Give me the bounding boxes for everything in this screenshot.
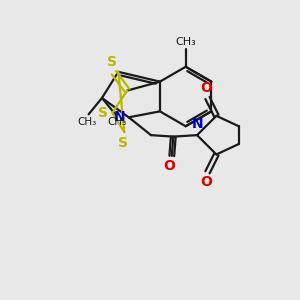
Text: CH₃: CH₃ (175, 38, 196, 47)
Text: O: O (200, 175, 212, 189)
Text: S: S (118, 136, 128, 150)
Text: N: N (191, 117, 203, 131)
Text: S: S (98, 106, 108, 120)
Text: O: O (163, 159, 175, 173)
Text: O: O (200, 81, 212, 95)
Text: CH₃: CH₃ (107, 117, 127, 127)
Text: CH₃: CH₃ (77, 117, 97, 127)
Text: N: N (114, 110, 126, 124)
Text: S: S (107, 55, 117, 69)
